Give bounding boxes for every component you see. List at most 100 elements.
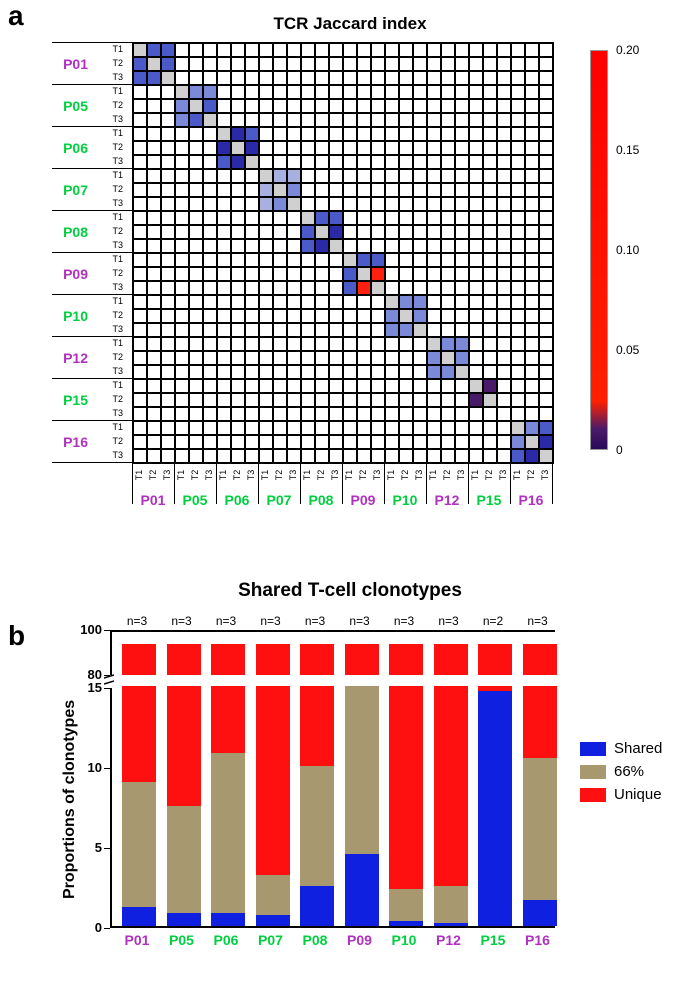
- heatmap-cell: [301, 85, 315, 99]
- heatmap-cell: [217, 393, 231, 407]
- heatmap-cell: [133, 225, 147, 239]
- heatmap-cell: [301, 323, 315, 337]
- heatmap-cell: [511, 113, 525, 127]
- heatmap-cell: [273, 71, 287, 85]
- x-patient-label: P09: [342, 492, 384, 508]
- heatmap-cell: [469, 379, 483, 393]
- heatmap-cell: [161, 169, 175, 183]
- heatmap-cell: [315, 99, 329, 113]
- heatmap-cell: [231, 407, 245, 421]
- heatmap-cell: [469, 85, 483, 99]
- heatmap-cell: [497, 393, 511, 407]
- heatmap-cell: [441, 85, 455, 99]
- heatmap-cell: [441, 43, 455, 57]
- heatmap-cell: [497, 253, 511, 267]
- heatmap-cell: [511, 141, 525, 155]
- y-timepoint-label: T1: [103, 380, 123, 390]
- y-timepoint-label: T3: [103, 156, 123, 166]
- heatmap-cell: [217, 379, 231, 393]
- heatmap-cell: [259, 85, 273, 99]
- heatmap-cell: [231, 183, 245, 197]
- bar-group-upper: [167, 630, 201, 675]
- heatmap-cell: [231, 393, 245, 407]
- heatmap-cell: [189, 239, 203, 253]
- heatmap-cell: [539, 267, 553, 281]
- heatmap-cell: [189, 127, 203, 141]
- colorbar-tick: 0.15: [616, 143, 639, 157]
- heatmap-cell: [133, 421, 147, 435]
- heatmap-cell: [245, 57, 259, 71]
- y-tick: 100: [72, 622, 102, 637]
- heatmap-cell: [371, 141, 385, 155]
- heatmap-cell: [511, 393, 525, 407]
- y-timepoint-label: T1: [103, 338, 123, 348]
- heatmap-cell: [497, 281, 511, 295]
- heatmap-cell: [147, 323, 161, 337]
- heatmap-cell: [343, 393, 357, 407]
- x-timepoint-label: T2: [484, 468, 494, 482]
- bar-segment-unique: [122, 686, 156, 782]
- heatmap-cell: [189, 85, 203, 99]
- heatmap-cell: [301, 211, 315, 225]
- heatmap-cell: [357, 127, 371, 141]
- heatmap-cell: [245, 309, 259, 323]
- y-patient-label: P08: [38, 224, 88, 240]
- heatmap-cell: [427, 71, 441, 85]
- heatmap-cell: [385, 267, 399, 281]
- heatmap-cell: [413, 337, 427, 351]
- heatmap-cell: [441, 183, 455, 197]
- heatmap-cell: [175, 99, 189, 113]
- heatmap-cell: [273, 127, 287, 141]
- bar-segment-shared: [211, 913, 245, 926]
- heatmap-cell: [385, 43, 399, 57]
- heatmap-cell: [203, 323, 217, 337]
- heatmap-cell: [539, 393, 553, 407]
- heatmap-cell: [175, 295, 189, 309]
- heatmap-cell: [511, 155, 525, 169]
- heatmap-cell: [315, 211, 329, 225]
- x-patient-label-b: P10: [382, 932, 426, 948]
- heatmap-cell: [413, 127, 427, 141]
- y-timepoint-label: T3: [103, 408, 123, 418]
- heatmap-cell: [329, 225, 343, 239]
- y-timepoint-label: T1: [103, 44, 123, 54]
- heatmap-cell: [343, 57, 357, 71]
- heatmap-cell: [147, 253, 161, 267]
- heatmap-cell: [259, 281, 273, 295]
- colorbar-tick: 0.10: [616, 243, 639, 257]
- heatmap-cell: [483, 71, 497, 85]
- heatmap-cell: [399, 379, 413, 393]
- heatmap-cell: [329, 267, 343, 281]
- y-timepoint-label: T3: [103, 282, 123, 292]
- heatmap-cell: [441, 435, 455, 449]
- y-patient-label: P15: [38, 392, 88, 408]
- heatmap-cell: [161, 85, 175, 99]
- heatmap-cell: [147, 281, 161, 295]
- heatmap-cell: [413, 99, 427, 113]
- heatmap-cell: [441, 309, 455, 323]
- heatmap-cell: [357, 43, 371, 57]
- heatmap-cell: [217, 407, 231, 421]
- heatmap-cell: [399, 351, 413, 365]
- heatmap-cell: [329, 99, 343, 113]
- heatmap-cell: [301, 365, 315, 379]
- heatmap-cell: [525, 379, 539, 393]
- n-label: n=3: [204, 614, 248, 628]
- bar-segment-unique: [300, 686, 334, 766]
- heatmap-cell: [315, 225, 329, 239]
- heatmap-cell: [175, 407, 189, 421]
- heatmap-cell: [329, 281, 343, 295]
- heatmap-cell: [189, 365, 203, 379]
- heatmap-cell: [217, 253, 231, 267]
- heatmap-cell: [343, 211, 357, 225]
- heatmap-cell: [133, 85, 147, 99]
- heatmap-cell: [147, 407, 161, 421]
- heatmap-cell: [511, 253, 525, 267]
- heatmap-cell: [259, 309, 273, 323]
- heatmap-cell: [315, 253, 329, 267]
- legend-row: Unique: [580, 786, 662, 803]
- heatmap-cell: [147, 127, 161, 141]
- heatmap-cell: [455, 337, 469, 351]
- heatmap-cell: [511, 435, 525, 449]
- heatmap-cell: [371, 239, 385, 253]
